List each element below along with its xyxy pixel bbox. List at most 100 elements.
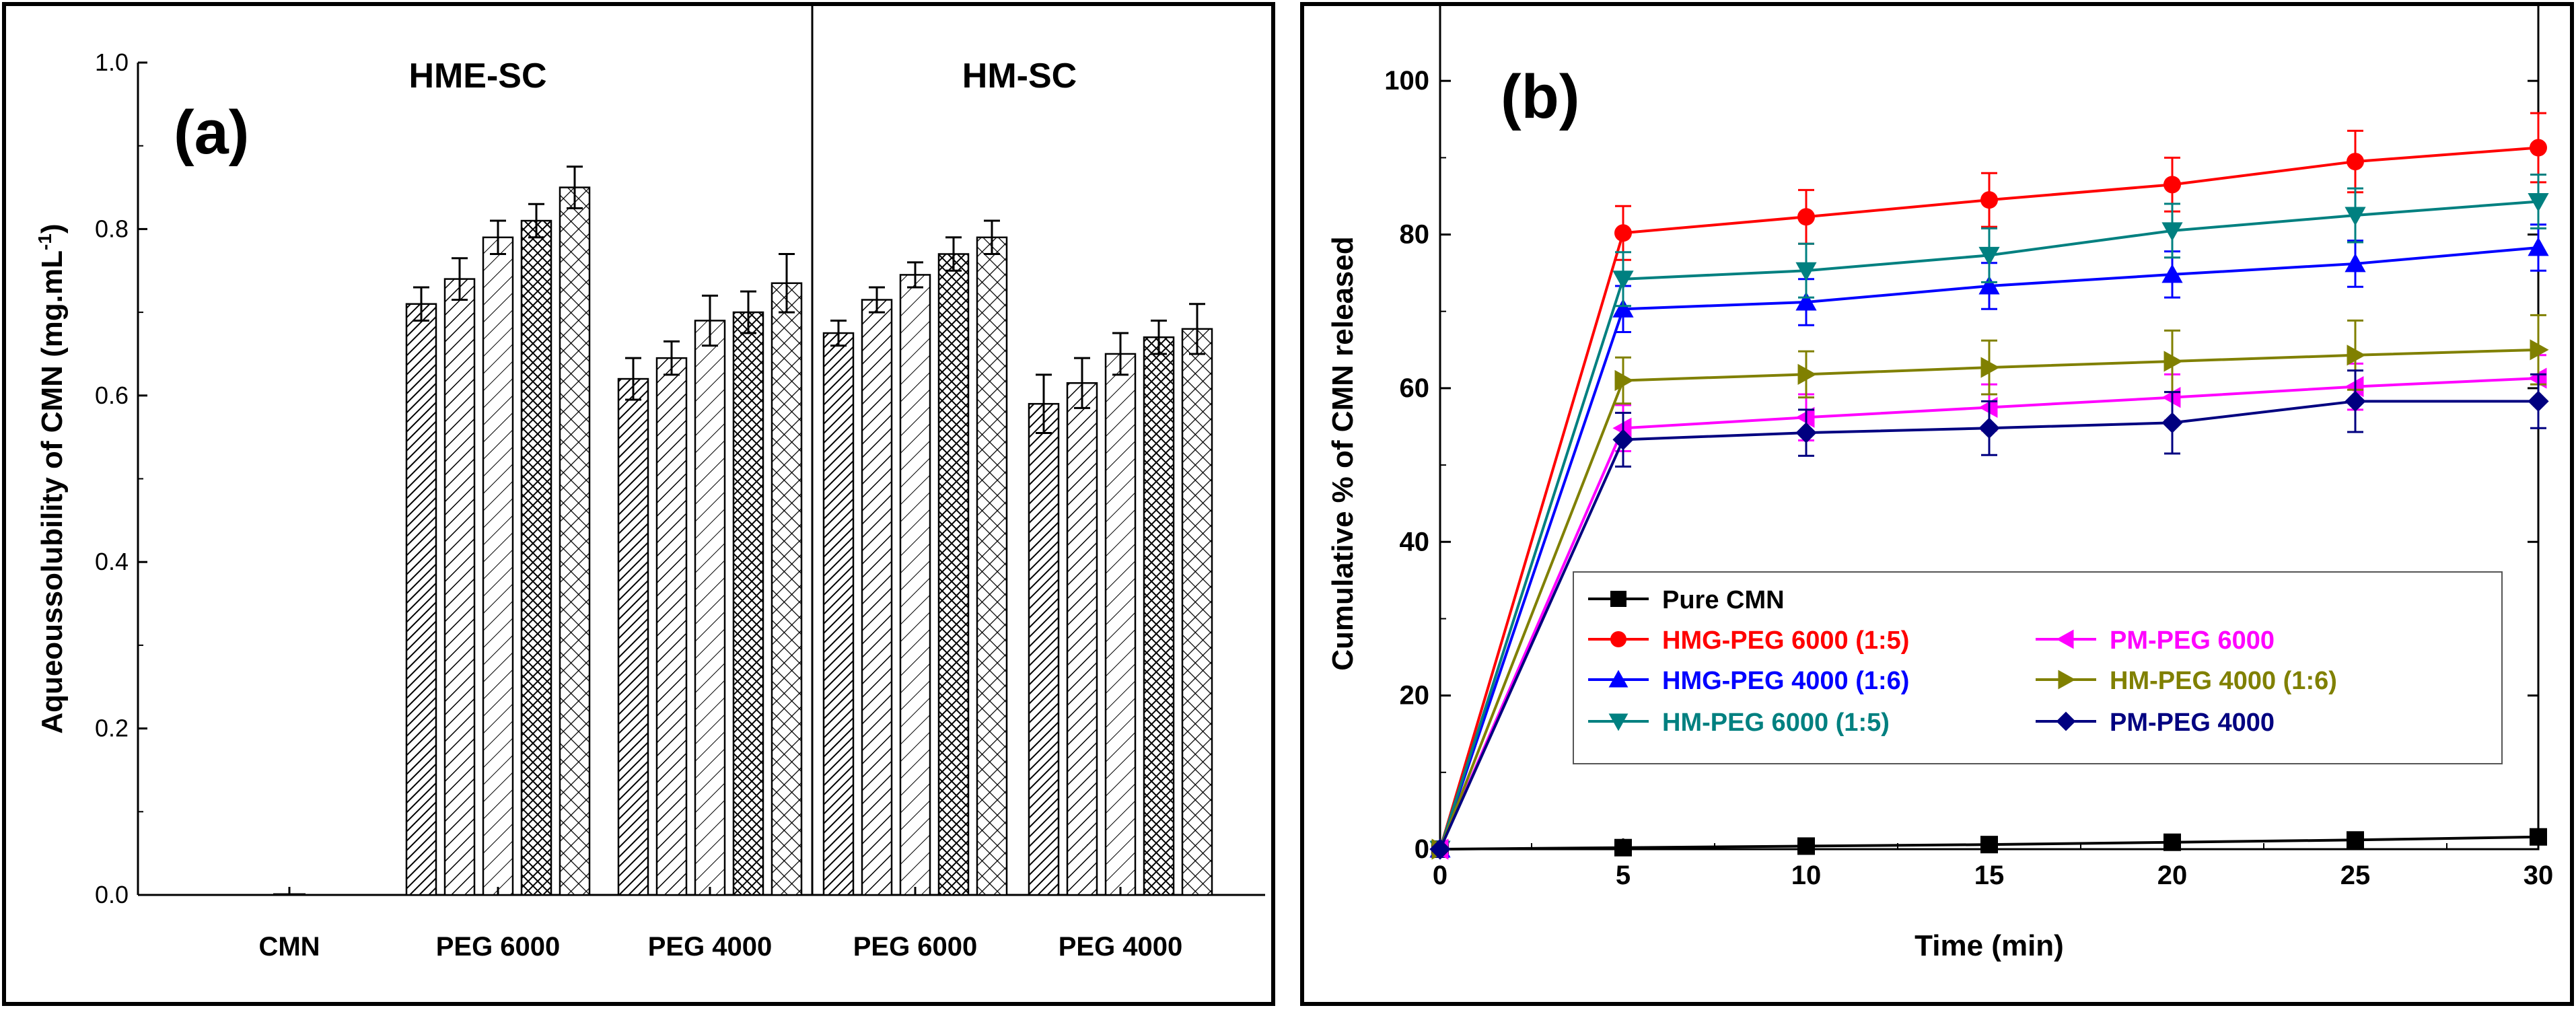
b-xtick-label: 30 [2524,861,2554,890]
b-series [1429,173,2549,860]
b-legend-label: Pure CMN [1662,586,1785,614]
b-xtick-label: 0 [1433,861,1447,890]
b-legend-label: HM-PEG 4000 (1:6) [2110,667,2337,695]
b-data-point [1797,837,1815,855]
a-group-label: PEG 6000 [436,932,561,962]
b-ytick-label: 40 [1400,527,1430,556]
a-bar [694,320,726,896]
b-data-point [2163,176,2181,194]
a-bar [976,236,1008,896]
a-bar [822,332,855,896]
b-ytick-label: 0 [1415,834,1429,864]
b-data-point [2163,833,2181,851]
b-legend-marker [2056,629,2074,649]
b-data-point [1614,369,1634,392]
a-group-label: PEG 4000 [648,932,773,962]
b-data-point [2530,828,2547,846]
b-data-point [2347,345,2366,366]
b-data-point [2347,153,2364,171]
b-data-point [2345,390,2366,412]
b-xtick-label: 5 [1616,861,1631,890]
b-legend-label: PM-PEG 4000 [2110,709,2275,737]
b-data-point [2163,351,2183,372]
b-data-point [1980,836,1998,854]
a-bar [899,274,931,896]
a-bar [1181,328,1213,896]
a-bar [482,236,514,896]
a-section-label-hm-sc: HM-SC [962,57,1077,96]
a-bar [443,278,476,896]
a-bar [617,377,649,896]
b-series [1429,369,2549,860]
b-xtick-label: 20 [2157,861,2188,890]
b-data-point [1978,417,2000,439]
a-ytick-label: 1.0 [95,48,129,76]
b-data-point [2530,339,2549,361]
b-panel-label: (b) [1501,63,1579,131]
b-data-point [1978,246,2000,266]
b-data-point [2161,222,2183,242]
b-legend-marker [1610,591,1626,607]
b-data-point [2161,264,2183,283]
b-xtick-label: 10 [1791,861,1822,890]
b-legend-label: HMG-PEG 4000 (1:6) [1662,667,1909,695]
b-data-point [1614,224,1632,242]
b-legend-marker [2056,711,2076,731]
b-series [1431,314,2549,860]
a-ytick-label: 0.6 [95,382,129,409]
b-data-point [1978,275,2000,295]
panel-b-plot: 0 20 40 60 80 100 0 5 10 15 20 25 30 Time (min) Cumula… [1326,3,2554,962]
a-ytick-label: 0.8 [95,215,129,242]
a-bar [771,282,803,896]
a-bar [405,303,437,896]
b-data-point [1429,838,1451,860]
panel-a-plot: 0.0 0.2 0.4 0.6 0.8 1.0 Aqueoussolubility of C… [34,4,1265,962]
a-group-label: PEG 6000 [853,932,978,962]
b-legend-label: PM-PEG 6000 [2110,626,2275,655]
a-bar [1028,402,1060,896]
b-ytick-label: 20 [1400,681,1430,711]
b-ytick-label: 100 [1384,66,1429,96]
b-data-point [2528,237,2549,256]
a-bar [655,357,688,896]
a-panel-label: (a) [174,98,249,167]
b-data-point [2345,253,2366,273]
a-y-axis-label: Aqueoussolubility of CMN (mg.mL-1) [34,223,69,733]
b-xtick-label: 15 [1974,861,2005,890]
b-legend-label: HMG-PEG 6000 (1:5) [1662,626,1909,655]
b-legend-marker [1608,713,1629,731]
b-legend: Pure CMN HMG-PEG 6000 (1:5) PM-PEG 6000 HMG… [1573,571,2503,764]
b-data-point [2345,207,2366,226]
b-data-point [1795,422,1817,443]
panel-b: 0 20 40 60 80 100 0 5 10 15 20 25 30 Time (min) Cumula… [1300,2,2574,1006]
b-data-point [2161,412,2183,433]
a-bar [937,253,970,896]
a-group-label: CMN [258,932,320,962]
b-legend-marker [1608,670,1629,688]
b-data-point [2528,390,2549,412]
a-bar [732,311,764,896]
b-data-point [1797,208,1815,226]
a-bar [861,299,893,896]
b-data-point [1795,406,1815,428]
b-data-point [1612,270,1634,290]
b-data-point [2345,376,2364,398]
b-data-point [2347,831,2364,849]
b-legend-box [1573,571,2503,764]
a-bar [1143,336,1175,896]
a-bar [559,186,591,896]
b-legend-marker [2058,670,2076,690]
a-ylabel-sup: -1 [34,233,55,250]
a-ytick-label: 0.2 [95,715,129,742]
b-data-point [1980,191,1998,209]
b-data-point [2530,139,2547,157]
b-xtick-label: 25 [2340,861,2371,890]
panel-a: 0.0 0.2 0.4 0.6 0.8 1.0 Aqueoussolubility of C… [2,2,1275,1006]
b-data-point [1795,291,1817,311]
b-data-point [1797,363,1817,385]
b-legend-marker [1610,631,1626,647]
a-bar [1104,353,1137,896]
a-bar [1066,382,1098,896]
b-data-point [1614,838,1632,857]
